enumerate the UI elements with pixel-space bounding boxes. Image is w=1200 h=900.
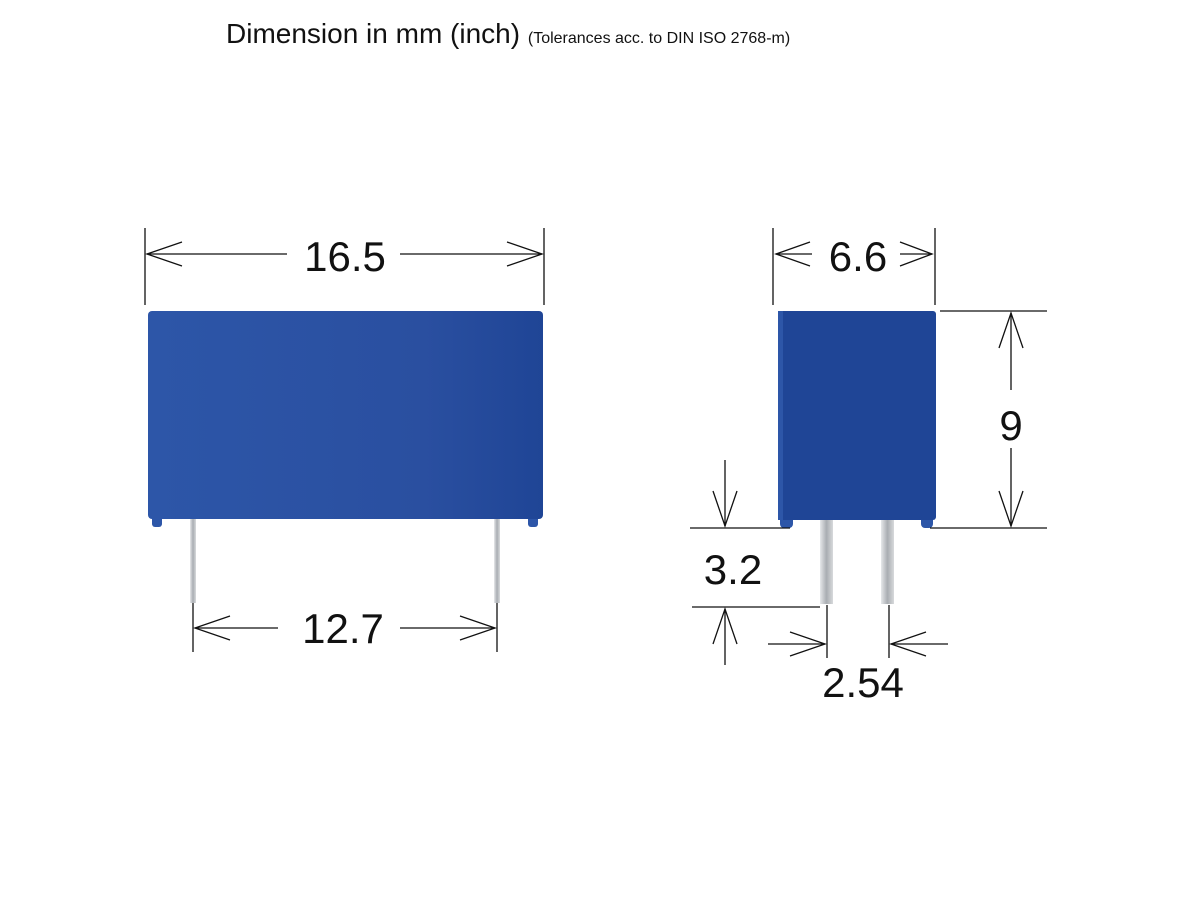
dimension-depth: 6.6	[772, 228, 936, 305]
depth-label: 6.6	[829, 233, 887, 280]
side-pin-left	[820, 518, 833, 604]
side-view: 6.6 9 3.2 2.54	[690, 228, 1047, 706]
height-label: 9	[999, 402, 1022, 449]
title-main: Dimension in mm (inch)	[226, 18, 521, 49]
pin-length-label: 3.2	[704, 546, 762, 593]
side-pin-right	[881, 518, 894, 604]
dimension-height: 9	[930, 310, 1047, 529]
side-body-edge	[778, 311, 783, 520]
width-label: 16.5	[304, 233, 386, 280]
dimension-pin-length: 3.2	[690, 460, 820, 665]
title-subtitle: (Tolerances acc. to DIN ISO 2768-m)	[527, 30, 791, 47]
pin-pitch-label: 12.7	[302, 605, 384, 652]
side-body	[778, 311, 936, 520]
page-title: Dimension in mm (inch) (Tolerances acc. …	[226, 18, 790, 50]
dimension-pin-spacing: 2.54	[768, 605, 948, 706]
front-body	[148, 311, 543, 519]
dimension-width: 16.5	[144, 228, 545, 305]
pin-spacing-label: 2.54	[822, 659, 904, 706]
front-pin-left	[190, 519, 196, 603]
front-view: 16.5 12.7	[144, 228, 545, 652]
front-pin-right	[494, 519, 500, 603]
dimension-pin-pitch: 12.7	[192, 603, 498, 652]
